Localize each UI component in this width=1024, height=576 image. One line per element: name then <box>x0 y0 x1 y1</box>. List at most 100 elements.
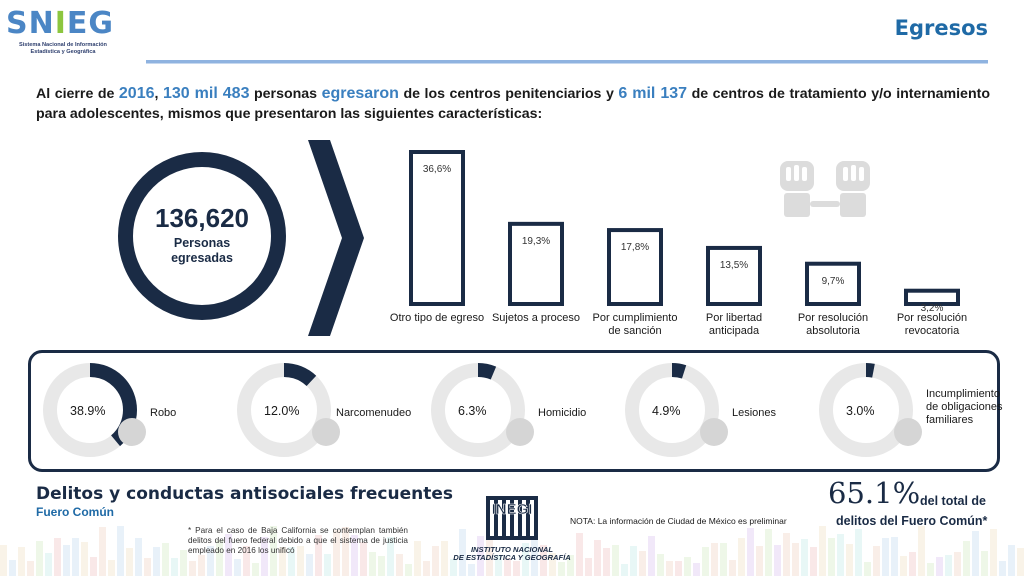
decorative-square <box>567 555 574 576</box>
decorative-square <box>468 564 475 576</box>
bar <box>904 288 960 307</box>
decorative-square <box>603 548 610 576</box>
intro-text: de los centros penitenciarios y <box>398 86 619 102</box>
decorative-square <box>855 529 862 576</box>
bar-value-label: 19,3% <box>521 235 551 247</box>
intro-year: 2016 <box>118 85 155 102</box>
donut-label: Lesiones <box>732 407 777 419</box>
money-bag-icon <box>118 418 146 446</box>
decorative-square <box>504 558 511 576</box>
bar-value-label: 3,2% <box>920 302 944 314</box>
decorative-square <box>891 537 898 576</box>
footnote: * Para el caso de Baja California se con… <box>188 526 408 555</box>
intro-text: de centros de tratamiento y/o internamie… <box>36 86 991 122</box>
bar-value-label: 9,7% <box>821 275 845 287</box>
decorative-square <box>99 527 106 576</box>
intro-text: personas <box>249 86 322 102</box>
decorative-square <box>801 539 808 576</box>
highlight-caption-line1: del total de <box>920 494 986 508</box>
highlight-percentage: 65.1% <box>828 476 921 510</box>
section-title: Delitos y conductas antisociales frecuen… <box>36 484 453 504</box>
decorative-square <box>909 552 916 576</box>
logo-letters-eg: EG <box>66 6 115 41</box>
decorative-square <box>414 541 421 576</box>
decorative-square <box>333 530 340 576</box>
decorative-square <box>936 557 943 576</box>
decorative-square <box>396 554 403 576</box>
decorative-square <box>324 554 331 576</box>
decorative-square <box>765 529 772 576</box>
decorative-square <box>18 547 25 576</box>
total-value: 136,620 <box>155 203 249 233</box>
decorative-square <box>342 527 349 576</box>
decorative-square <box>954 552 961 576</box>
chevron-arrow-icon <box>308 140 364 336</box>
decorative-square <box>477 536 484 576</box>
decorative-square <box>108 560 115 576</box>
title-divider-shadow <box>146 63 988 64</box>
decorative-square <box>306 554 313 576</box>
decorative-square <box>243 546 250 576</box>
bar-value-label: 36,6% <box>422 164 452 175</box>
decorative-square <box>684 557 691 576</box>
decorative-square <box>846 544 853 576</box>
decorative-square <box>594 540 601 576</box>
bar <box>706 245 762 306</box>
bar <box>409 150 465 306</box>
handcuffs-icon <box>780 161 870 217</box>
decorative-square <box>981 551 988 576</box>
decorative-square <box>126 548 133 576</box>
donut-segment <box>819 363 913 457</box>
decorative-square <box>117 526 124 576</box>
decorative-square <box>27 561 34 576</box>
logo-letter-i: I <box>54 6 67 41</box>
donut-segment <box>43 363 137 457</box>
bar <box>805 261 861 306</box>
decorative-square <box>558 562 565 576</box>
decorative-square <box>783 533 790 576</box>
crimes-panel <box>28 350 1000 472</box>
section-subtitle: Fuero Común <box>36 505 114 519</box>
pistol-icon <box>506 418 534 446</box>
decorative-square <box>621 564 628 576</box>
decorative-square <box>252 563 259 576</box>
decorative-square <box>747 528 754 576</box>
decorative-square <box>351 535 358 576</box>
decorative-square <box>495 555 502 576</box>
injury-icon <box>700 418 728 446</box>
title-divider <box>146 60 988 63</box>
decorative-square <box>207 546 214 576</box>
decorative-square <box>720 543 727 576</box>
bar <box>607 228 663 306</box>
decorative-square <box>900 556 907 576</box>
decorative-square <box>315 535 322 576</box>
bar-chart-svg <box>409 150 960 307</box>
decorative-square <box>585 558 592 576</box>
decorative-square <box>45 553 52 576</box>
decorative-square <box>81 542 88 576</box>
decorative-square <box>729 560 736 576</box>
decorative-square <box>945 555 952 576</box>
decorative-square <box>972 531 979 576</box>
decorative-square <box>432 546 439 576</box>
pills-icon <box>312 418 340 446</box>
category-label: Sujetos a proceso <box>491 312 581 324</box>
decorative-square <box>369 552 376 576</box>
decorative-square <box>657 554 664 576</box>
decorative-square <box>225 534 232 576</box>
decorative-square <box>54 538 61 576</box>
decorative-square <box>36 541 43 576</box>
decorative-square <box>612 545 619 576</box>
decorative-square <box>810 547 817 576</box>
decorative-square <box>459 529 466 576</box>
intro-paragraph: Al cierre de 2016, 130 mil 483 personas … <box>36 84 990 124</box>
decorative-square <box>738 538 745 576</box>
decorative-square <box>180 550 187 576</box>
decorative-square <box>756 546 763 576</box>
total-label-line1: Personas <box>173 236 231 250</box>
intro-verb: egresaron <box>321 85 399 102</box>
decorative-square <box>540 545 547 576</box>
donut-percentage: 6.3% <box>458 404 487 418</box>
decorative-square <box>90 557 97 576</box>
